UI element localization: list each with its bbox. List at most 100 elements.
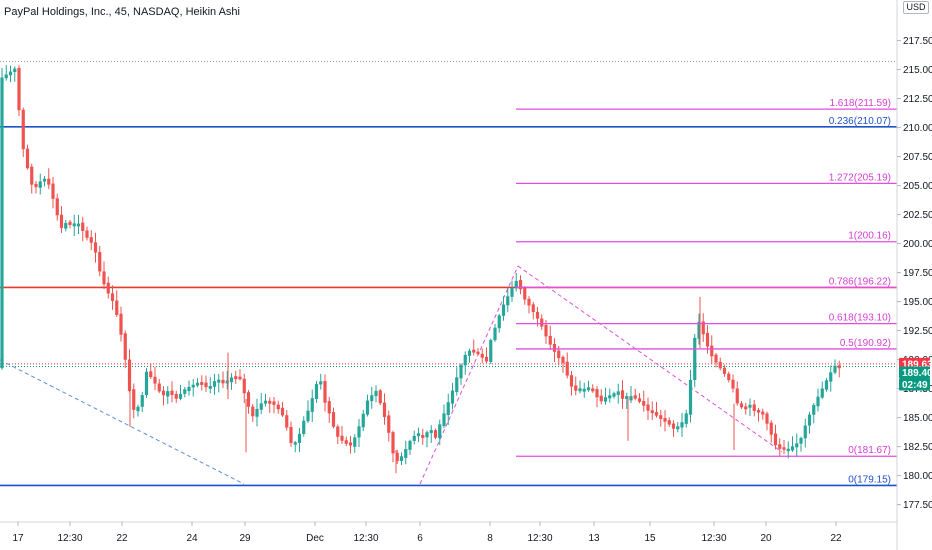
candle-body [68, 221, 72, 226]
candle-body [744, 406, 748, 410]
x-tick-label: 13 [588, 533, 600, 544]
fib-level-label: 0.236(210.07) [829, 116, 891, 127]
candle-body [310, 398, 314, 412]
candle-body [387, 415, 391, 433]
candle-body [42, 178, 47, 182]
candle-body [557, 350, 561, 359]
candle-body [807, 414, 812, 426]
x-tick-label: 24 [186, 533, 198, 544]
candle-body [663, 418, 667, 422]
candle-body [688, 379, 693, 415]
candle-body [276, 404, 280, 410]
candle-body [21, 109, 25, 150]
candle-body [701, 321, 705, 335]
candle-body [404, 449, 408, 458]
candle-body [263, 400, 268, 404]
y-tick-label: 185.00 [903, 413, 932, 424]
candle-body [374, 390, 378, 397]
candle-body [268, 400, 272, 404]
candle-body [608, 395, 612, 399]
x-tick-label: 12:30 [353, 533, 378, 544]
candle-body [246, 392, 251, 407]
candle-body [765, 413, 769, 424]
candle-body [497, 315, 501, 329]
candle-body [544, 324, 548, 337]
trend-line-down-right [517, 265, 783, 453]
candle-body [285, 415, 289, 428]
candle-body [208, 385, 212, 389]
candle-body [251, 406, 255, 417]
candle-body [493, 327, 497, 341]
candle-body [4, 74, 8, 79]
candle-body [565, 361, 569, 376]
candle-body [659, 415, 663, 419]
candle-body [323, 381, 327, 403]
candle-body [408, 440, 412, 450]
candle-body [195, 382, 200, 386]
trend-line-up-mid [419, 265, 519, 485]
candle-body [319, 381, 323, 385]
candle-body [467, 350, 472, 356]
candle-body [676, 426, 680, 430]
candle-body [693, 337, 697, 381]
y-tick-label: 217.50 [903, 36, 932, 47]
candle-body [450, 390, 455, 404]
candle-body [739, 403, 744, 408]
candle-body [297, 433, 302, 443]
candle-body [761, 411, 765, 415]
candle-body [727, 373, 731, 381]
candle-body [89, 237, 93, 243]
candle-body [225, 380, 229, 384]
candle-body [64, 223, 68, 229]
candle-body [472, 349, 476, 353]
candle-body [361, 413, 365, 428]
x-tick-label: 12:30 [527, 533, 552, 544]
candle-body [782, 447, 786, 450]
candle-body [455, 377, 459, 393]
candle-body [501, 304, 506, 316]
y-tick-label: 202.50 [903, 210, 932, 221]
candle-body [127, 359, 132, 391]
candle-body [748, 404, 752, 408]
y-tick-label: 210.00 [903, 123, 932, 134]
y-tick-label: 215.00 [903, 65, 932, 76]
candle-body [489, 340, 493, 363]
candle-body [642, 400, 646, 406]
x-tick-label: 22 [830, 533, 842, 544]
fib-level-label: 0(179.15) [848, 474, 891, 485]
candle-body [620, 390, 625, 399]
candle-body [438, 424, 442, 439]
candle-body [799, 437, 803, 444]
candle-body [234, 376, 238, 380]
candle-body [812, 404, 816, 415]
grid-layer [0, 60, 897, 368]
candle-body [140, 395, 144, 407]
candle-body [85, 230, 89, 238]
candle-body [612, 393, 616, 397]
candle-body [174, 393, 178, 399]
candle-body [578, 388, 582, 392]
candle-body [816, 396, 820, 407]
candle-body [17, 67, 21, 111]
candle-body [157, 383, 161, 392]
candle-body [756, 409, 761, 413]
candle-body [412, 435, 416, 441]
candle-body [327, 401, 331, 414]
candle-body [531, 304, 535, 313]
candle-body [357, 426, 361, 438]
candle-body [680, 422, 684, 428]
candle-body [803, 425, 807, 439]
candle-body [382, 402, 387, 418]
candle-body [348, 442, 353, 446]
candle-body [591, 388, 595, 392]
fib-level-label: 1.618(211.59) [829, 98, 891, 109]
candle-body [654, 411, 659, 416]
candle-body [314, 384, 319, 400]
candle-body [561, 356, 565, 364]
price-badge [899, 378, 930, 391]
candle-body [110, 293, 115, 301]
currency-label[interactable]: USD [903, 1, 929, 14]
candle-body [523, 287, 527, 300]
candle-body [242, 378, 246, 394]
